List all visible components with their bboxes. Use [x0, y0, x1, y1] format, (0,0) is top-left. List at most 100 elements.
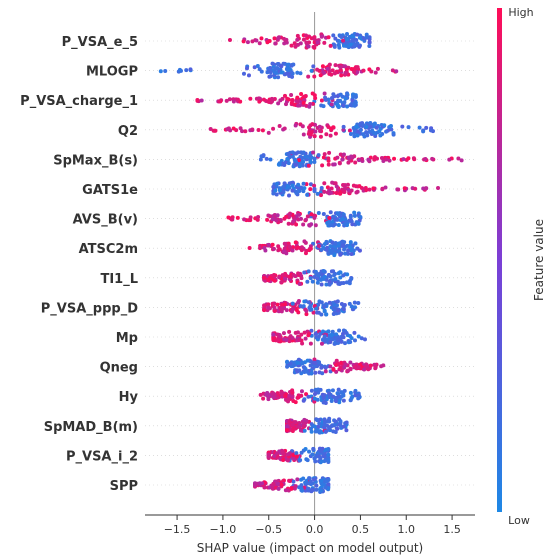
- shap-point: [313, 360, 318, 365]
- shap-point: [281, 185, 286, 190]
- shap-point: [262, 308, 267, 313]
- shap-point: [335, 299, 340, 304]
- shap-point: [348, 340, 353, 345]
- shap-point: [287, 419, 292, 424]
- shap-point: [329, 333, 334, 338]
- shap-point: [309, 426, 314, 431]
- shap-point: [308, 153, 313, 158]
- shap-point: [323, 485, 328, 490]
- shap-point: [309, 429, 314, 434]
- shap-point: [283, 302, 288, 307]
- shap-point: [430, 156, 435, 161]
- shap-point: [380, 187, 385, 192]
- shap-point: [312, 357, 317, 362]
- shap-point: [282, 216, 287, 221]
- shap-point: [312, 364, 317, 369]
- shap-point: [436, 185, 441, 190]
- shap-point: [320, 371, 325, 376]
- shap-point: [295, 70, 300, 75]
- shap-point: [294, 222, 299, 227]
- shap-point: [319, 485, 324, 490]
- shap-point: [317, 421, 322, 426]
- shap-point: [297, 357, 301, 362]
- shap-point: [301, 181, 306, 186]
- shap-point: [286, 161, 291, 166]
- shap-point: [318, 387, 323, 392]
- shap-point: [341, 335, 346, 340]
- shap-point: [269, 96, 274, 101]
- shap-point: [297, 458, 302, 463]
- shap-point: [322, 274, 327, 279]
- shap-point: [396, 187, 401, 192]
- shap-point: [316, 243, 321, 248]
- shap-point: [316, 211, 321, 216]
- shap-point: [293, 44, 298, 49]
- shap-point: [341, 127, 346, 132]
- shap-point: [309, 307, 314, 312]
- shap-point: [299, 371, 304, 376]
- shap-point: [364, 34, 369, 39]
- shap-point: [344, 420, 349, 425]
- shap-point: [283, 488, 288, 493]
- shap-point: [299, 276, 304, 281]
- shap-point: [336, 308, 341, 313]
- shap-point: [341, 183, 346, 187]
- shap-point: [301, 222, 306, 227]
- shap-point: [291, 425, 296, 430]
- shap-point: [266, 305, 271, 310]
- shap-point: [292, 102, 297, 107]
- shap-point: [355, 393, 360, 398]
- shap-point: [296, 182, 301, 187]
- shap-point: [319, 34, 324, 39]
- shap-point: [338, 218, 343, 223]
- shap-point: [295, 95, 300, 100]
- shap-point: [255, 63, 260, 68]
- shap-point: [271, 481, 276, 486]
- shap-point: [257, 67, 262, 72]
- shap-point: [334, 399, 339, 404]
- shap-point: [322, 425, 327, 430]
- shap-point: [272, 274, 277, 279]
- shap-point: [312, 477, 317, 482]
- shap-point: [271, 335, 276, 340]
- shap-point: [321, 104, 326, 109]
- shap-point: [350, 155, 355, 160]
- shap-point: [268, 275, 273, 280]
- shap-point: [318, 190, 323, 195]
- shap-point: [302, 365, 307, 370]
- shap-point: [293, 274, 298, 279]
- shap-point: [289, 93, 294, 98]
- shap-point: [341, 213, 346, 218]
- shap-point: [341, 393, 346, 398]
- shap-point: [361, 68, 366, 73]
- shap-point: [334, 396, 339, 401]
- shap-point: [254, 96, 259, 101]
- shap-point: [299, 450, 304, 455]
- shap-point: [361, 123, 366, 128]
- shap-point: [217, 99, 222, 104]
- shap-point: [293, 400, 298, 405]
- shap-point: [226, 126, 231, 131]
- shap-point: [297, 212, 301, 217]
- shap-point: [287, 193, 292, 198]
- shap-point: [288, 479, 292, 484]
- shap-point: [324, 397, 329, 402]
- shap-point: [352, 103, 357, 108]
- shap-point: [231, 99, 236, 104]
- shap-point: [319, 341, 324, 346]
- shap-point: [394, 69, 399, 74]
- shap-point: [318, 73, 323, 78]
- feature-label: P_VSA_charge_1: [20, 94, 138, 109]
- shap-point: [292, 363, 297, 368]
- shap-point: [346, 248, 351, 253]
- shap-point: [338, 191, 343, 196]
- shap-point: [288, 361, 293, 366]
- shap-point: [341, 328, 346, 333]
- shap-point: [302, 428, 307, 433]
- shap-point: [290, 395, 295, 400]
- shap-point: [327, 391, 332, 396]
- shap-point: [324, 282, 329, 287]
- shap-point: [333, 419, 338, 424]
- shap-point: [322, 181, 327, 186]
